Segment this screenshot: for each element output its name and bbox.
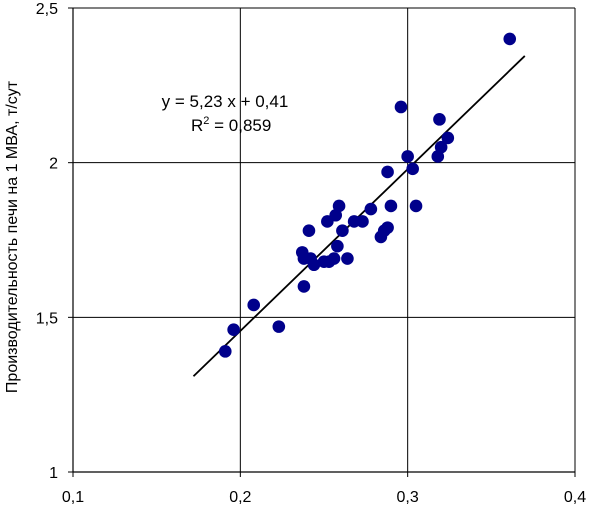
r-squared-annotation: R2 = 0,859 <box>191 115 271 135</box>
data-point-21 <box>364 202 378 216</box>
data-point-26 <box>384 199 398 213</box>
trendline <box>192 55 526 377</box>
data-point-25 <box>381 165 394 179</box>
data-point-30 <box>409 199 423 213</box>
data-point-2 <box>247 298 261 312</box>
data-point-3 <box>272 320 286 333</box>
data-point-16 <box>332 199 346 213</box>
data-point-32 <box>433 113 446 126</box>
trendline-layer <box>192 55 526 377</box>
x-tick-label-1: 0,2 <box>229 489 251 506</box>
y-tick-label-2: 2 <box>49 156 58 173</box>
data-point-33 <box>434 140 448 154</box>
data-point-8 <box>307 258 321 272</box>
x-tick-label-0: 0,1 <box>62 489 84 506</box>
axis-layer <box>68 7 576 477</box>
data-point-34 <box>441 131 455 145</box>
r-squared-value: = 0,859 <box>209 116 271 135</box>
data-point-0 <box>218 345 232 358</box>
data-point-24 <box>381 221 394 234</box>
data-point-4 <box>297 280 311 293</box>
trendline-equation: y = 5,23 x + 0,41 <box>162 92 289 111</box>
data-point-18 <box>341 252 354 265</box>
data-point-13 <box>331 239 344 253</box>
data-point-9 <box>302 224 316 238</box>
y-tick-label-1: 1,5 <box>36 310 58 327</box>
data-point-12 <box>327 252 341 265</box>
r-squared-base: R <box>191 116 203 135</box>
tick-labels-layer: 0,1 0,2 0,3 0,4 1 1,5 2 2,5 <box>36 1 586 506</box>
data-point-35 <box>503 32 517 46</box>
r-squared-exponent: 2 <box>203 115 209 127</box>
data-point-29 <box>406 162 419 176</box>
data-point-20 <box>356 215 369 228</box>
x-tick-label-3: 0,4 <box>564 489 586 506</box>
data-point-27 <box>394 100 408 114</box>
y-tick-label-0: 1 <box>49 465 58 482</box>
data-point-1 <box>227 323 240 337</box>
data-point-28 <box>401 150 414 163</box>
x-tick-label-2: 0,3 <box>397 489 419 506</box>
points-layer <box>218 32 517 358</box>
grid-layer <box>72 7 576 473</box>
y-axis-title: Производительность печи на 1 МВА, т/сут <box>4 80 21 393</box>
y-tick-label-3: 2,5 <box>36 1 58 18</box>
data-point-17 <box>336 224 349 238</box>
